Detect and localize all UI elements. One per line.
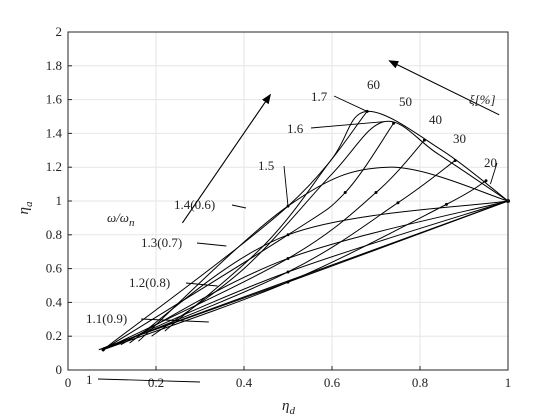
y-tick-label: 0.6 [46,261,63,276]
ratio-label: 1.2(0.8) [129,275,170,290]
damping-label: 60 [367,77,380,92]
damping-curve [103,180,487,351]
data-point [286,280,290,284]
data-point [286,270,290,274]
y-tick-label: 0.4 [46,294,63,309]
x-tick-label: 0.6 [324,375,341,390]
annotations: ω/ωn ξ[%] ηd ηa [16,60,500,417]
y-tick-label: 1.6 [46,92,63,107]
xi-arrow [388,60,500,116]
grid [67,31,509,371]
damping-label: 40 [429,112,442,127]
damping-curve [103,160,456,351]
curve-labels: 11.1(0.9)1.2(0.8)1.3(0.7)1.4(0.6)1.51.61… [86,77,498,387]
data-point [286,233,290,237]
x-tick-label: 0 [65,375,72,390]
data-point [374,191,378,195]
x-axis-label: ηd [282,398,295,417]
x-tick-label: 0.2 [148,375,164,390]
tick-labels: 0 0.2 0.4 0.6 0.8 100.20.40.60.811.21.41.61.8… [46,24,512,390]
data-point [453,158,457,162]
markers [101,109,510,352]
ratio-label: 1.3(0.7) [141,235,182,250]
omega-arrow [181,93,271,224]
ratio-leader [185,282,218,287]
omega-label: ω/ωn [107,210,135,229]
x-tick-label: 0.4 [236,375,253,390]
ratio-label: 1.6 [287,121,304,136]
ratio-label: 1 [86,372,93,387]
ratio-leader [333,95,368,112]
y-tick-label: 1.8 [46,58,62,73]
y-tick-label: 1.4 [46,125,63,140]
damping-curve [102,111,368,351]
data-point [343,191,347,195]
data-point [392,121,396,125]
ratio-leader [140,318,209,323]
y-tick-label: 0 [56,362,63,377]
y-axis-label: ηa [16,201,35,214]
data-point [444,202,448,206]
damping-curve [102,122,395,351]
ratio-label: 1.7 [311,89,328,104]
y-tick-label: 1 [56,193,63,208]
damping-label: 30 [453,131,466,146]
y-tick-label: 0.2 [46,328,62,343]
ratio-leader [97,378,201,383]
data-point [484,179,488,183]
damping-leader [489,162,498,185]
xi-label: ξ[%] [469,92,496,107]
damping-label: 20 [484,155,497,170]
x-tick-label: 0.8 [412,375,428,390]
data-point [396,201,400,205]
ratio-leader [231,204,247,209]
y-tick-label: 1.2 [46,159,62,174]
curves [98,110,509,351]
ratio-leader [310,121,385,129]
y-tick-label: 0.8 [46,227,62,242]
ratio-leader [283,165,289,207]
ratio-label: 1.1(0.9) [86,311,127,326]
damping-curve [102,139,425,351]
ratio-curve [138,166,509,342]
ratio-curve [164,110,509,332]
x-tick-label: 1 [505,375,512,390]
ratio-leader [196,242,227,247]
plot-border [67,31,509,371]
data-point [101,348,105,352]
ratio-label: 1.5 [258,158,274,173]
ratio-curve [151,120,509,337]
damping-label: 50 [399,94,412,109]
plot-frame [67,31,509,371]
data-point [286,256,290,260]
data-point [422,138,426,142]
y-tick-label: 2 [56,24,63,39]
